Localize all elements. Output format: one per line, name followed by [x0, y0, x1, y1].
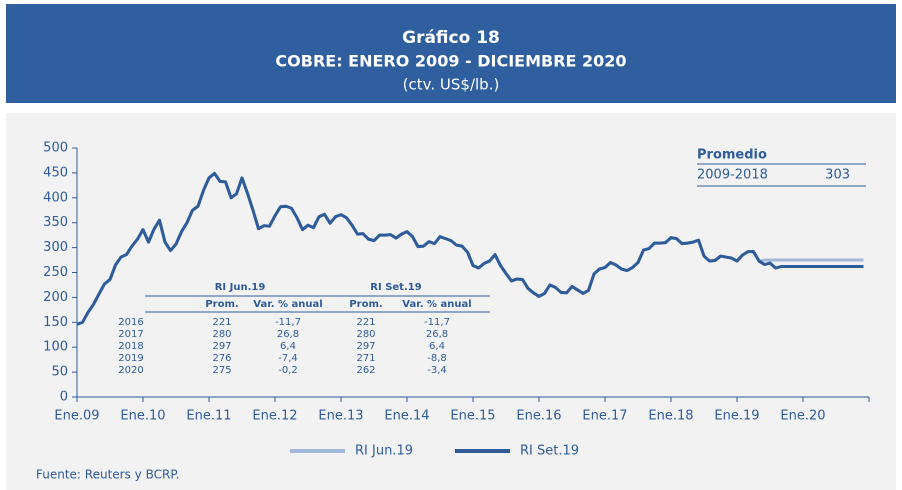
- y-tick-label: 500: [43, 141, 68, 156]
- units: (ctv. US$/lb.): [403, 76, 500, 94]
- table-cell: 271: [356, 353, 375, 364]
- average-title: Promedio: [697, 148, 767, 163]
- x-tick-label: Ene.10: [120, 409, 165, 424]
- table-cell: 276: [212, 353, 231, 364]
- chart-subtitle: COBRE: ENERO 2009 - DICIEMBRE 2020: [275, 52, 626, 71]
- table-cell: 221: [212, 317, 231, 328]
- x-tick-label: Ene.14: [384, 409, 429, 424]
- table-cell: 2020: [118, 365, 143, 376]
- legend-label: RI Set.19: [520, 444, 579, 459]
- table-cell: 2017: [118, 329, 143, 340]
- y-tick-label: 450: [43, 165, 68, 180]
- chart-title: Gráfico 18: [402, 28, 500, 48]
- table-cell: 221: [356, 317, 375, 328]
- x-tick-label: Ene.19: [714, 409, 759, 424]
- source: Fuente: Reuters y BCRP.: [36, 468, 180, 482]
- chart-panel: [6, 113, 896, 490]
- table-cell: 6,4: [429, 341, 445, 352]
- header: [6, 4, 896, 103]
- x-tick-label: Ene.11: [186, 409, 231, 424]
- table-cell: 2016: [118, 317, 143, 328]
- y-tick-label: 250: [43, 265, 68, 280]
- table-header: Prom.: [205, 299, 238, 310]
- table-cell: 6,4: [280, 341, 296, 352]
- x-tick-label: Ene.18: [648, 409, 693, 424]
- y-tick-label: 50: [51, 365, 68, 380]
- x-tick-label: Ene.17: [582, 409, 627, 424]
- series-line: [76, 171, 864, 326]
- table-cell: 26,8: [426, 329, 448, 340]
- x-tick-label: Ene.15: [450, 409, 495, 424]
- table-cell: 26,8: [277, 329, 299, 340]
- x-tick-label: Ene.12: [252, 409, 297, 424]
- table-cell: -0,2: [278, 365, 298, 376]
- table-cell: 297: [212, 341, 231, 352]
- y-tick-label: 300: [43, 240, 68, 255]
- table-cell: 280: [356, 329, 375, 340]
- table-cell: -11,7: [424, 317, 450, 328]
- x-tick-label: Ene.16: [516, 409, 561, 424]
- table-cell: 275: [212, 365, 231, 376]
- table-cell: -3,4: [427, 365, 447, 376]
- table-cell: 2019: [118, 353, 143, 364]
- y-tick-label: 400: [43, 190, 68, 205]
- y-tick-label: 0: [60, 390, 68, 405]
- table-cell: 262: [356, 365, 375, 376]
- y-tick-label: 150: [43, 315, 68, 330]
- table-cell: 2018: [118, 341, 143, 352]
- table-header: Var. % anual: [253, 299, 322, 310]
- table-cell: -11,7: [275, 317, 301, 328]
- table-group: RI Set.19: [370, 282, 421, 293]
- table-cell: -7,4: [278, 353, 298, 364]
- average-period: 2009-2018: [697, 168, 768, 183]
- table-header: Var. % anual: [402, 299, 471, 310]
- x-tick-label: Ene.13: [318, 409, 363, 424]
- table-header: Prom.: [349, 299, 382, 310]
- table-cell: 280: [212, 329, 231, 340]
- y-tick-label: 350: [43, 215, 68, 230]
- x-tick-label: Ene.20: [780, 409, 825, 424]
- table-group: RI Jun.19: [215, 282, 266, 293]
- x-tick-label: Ene.09: [54, 409, 99, 424]
- y-tick-label: 200: [43, 290, 68, 305]
- table-cell: -8,8: [427, 353, 447, 364]
- table-cell: 297: [356, 341, 375, 352]
- average-value: 303: [825, 168, 850, 183]
- y-tick-label: 100: [43, 340, 68, 355]
- legend-label: RI Jun.19: [355, 444, 413, 459]
